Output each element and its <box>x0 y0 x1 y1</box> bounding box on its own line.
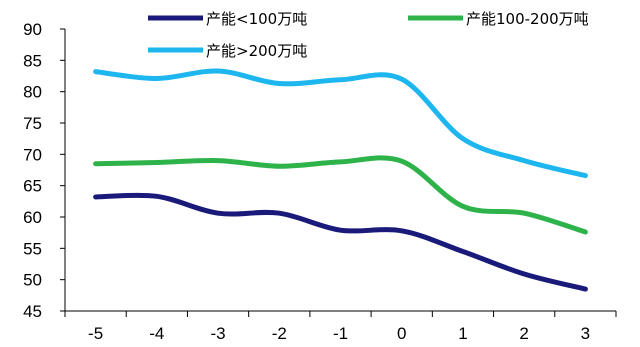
y-tick-label: 80 <box>23 83 42 102</box>
series-line-2 <box>93 155 588 235</box>
x-tick-label: 0 <box>397 324 406 343</box>
y-tick-label: 45 <box>23 302 42 321</box>
y-tick-label: 70 <box>23 145 42 164</box>
series-line-3 <box>93 68 588 179</box>
x-tick-label: -1 <box>333 324 348 343</box>
x-tick-label: -5 <box>88 324 103 343</box>
x-tick-label: 2 <box>519 324 528 343</box>
x-tick-label: -4 <box>149 324 164 343</box>
x-tick-label: -2 <box>272 324 287 343</box>
x-tick-label: 3 <box>581 324 590 343</box>
legend-label-3: 产能>200万吨 <box>206 42 307 60</box>
y-tick-label: 90 <box>23 20 42 39</box>
y-tick-label: 60 <box>23 208 42 227</box>
x-tick-label: -3 <box>210 324 225 343</box>
y-tick-label: 50 <box>23 271 42 290</box>
chart-axes: 45 50 55 60 65 70 75 80 85 90 -5 -4 -3 -2 -1 0 1 2 3 <box>23 20 617 343</box>
legend-label-2: 产能100-200万吨 <box>466 10 589 28</box>
y-tick-label: 65 <box>23 177 42 196</box>
x-tick-label: 1 <box>458 324 467 343</box>
legend-label-1: 产能<100万吨 <box>206 10 307 28</box>
y-tick-label: 85 <box>23 51 42 70</box>
chart-series-lines <box>93 68 588 292</box>
series-line-1 <box>93 192 588 292</box>
y-tick-label: 75 <box>23 114 42 133</box>
y-tick-label: 55 <box>23 239 42 258</box>
